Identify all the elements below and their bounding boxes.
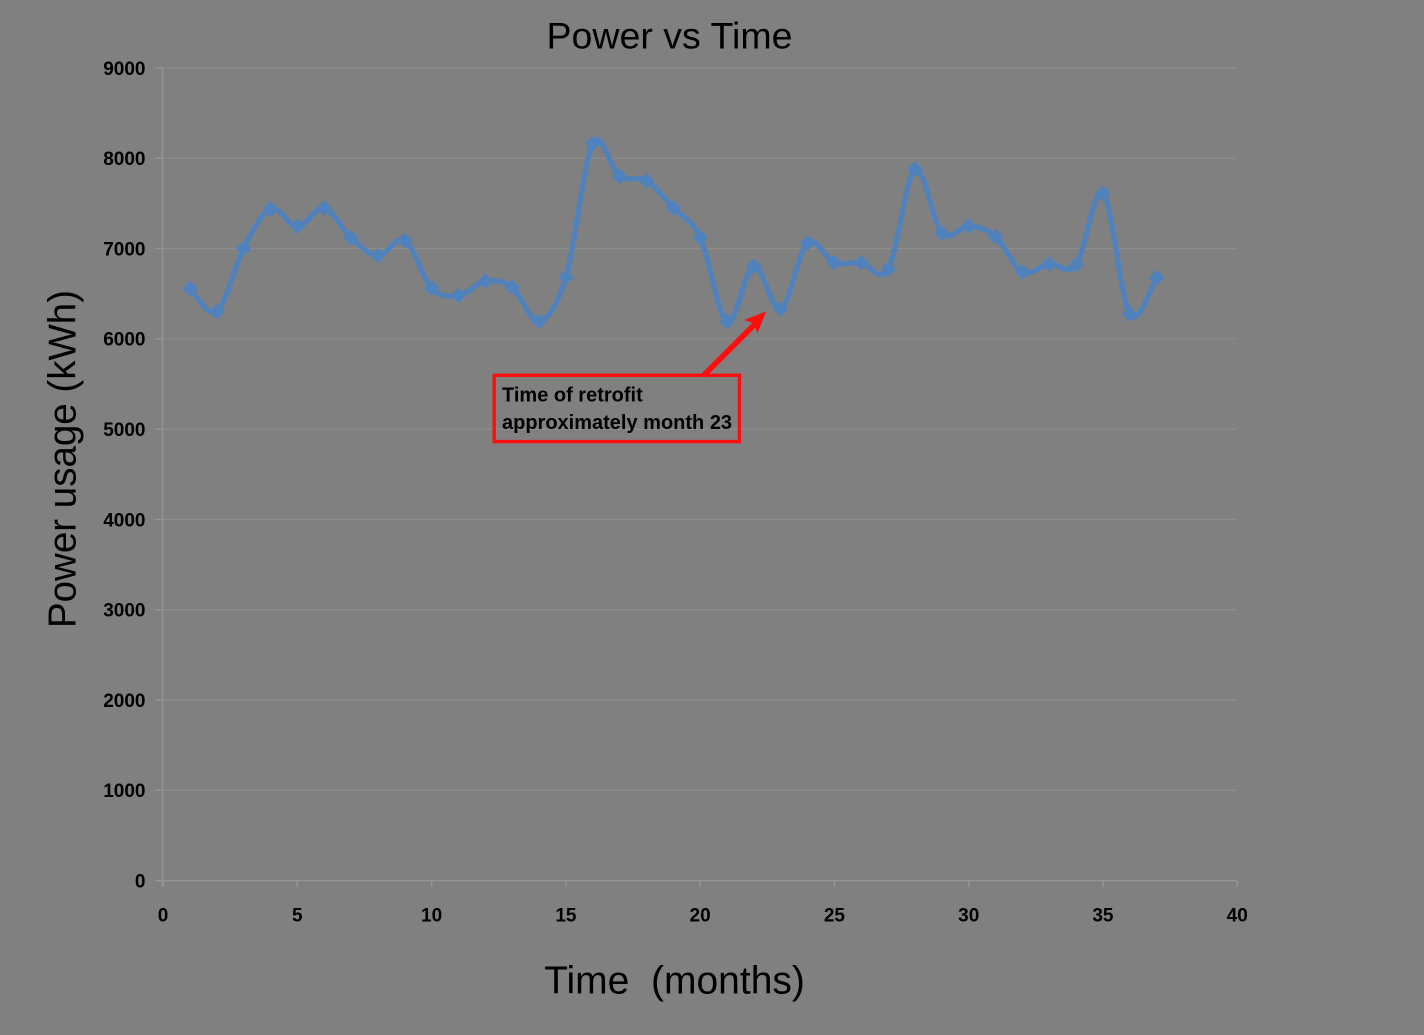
svg-text:25: 25 (824, 905, 846, 926)
svg-text:Power vs Time: Power vs Time (547, 14, 793, 56)
svg-text:35: 35 (1092, 905, 1114, 926)
svg-text:6000: 6000 (103, 330, 145, 351)
svg-text:approximately month 23: approximately month 23 (502, 412, 732, 434)
svg-text:30: 30 (958, 905, 979, 926)
svg-text:8000: 8000 (103, 149, 145, 170)
svg-text:3000: 3000 (103, 601, 145, 622)
svg-text:Time of retrofit: Time of retrofit (502, 385, 643, 407)
svg-text:2000: 2000 (103, 691, 145, 712)
svg-text:Time (months): Time (months) (544, 959, 805, 1002)
svg-text:Power usage (kWh): Power usage (kWh) (42, 290, 85, 628)
svg-text:10: 10 (421, 905, 442, 926)
svg-text:0: 0 (158, 905, 169, 926)
svg-text:4000: 4000 (103, 510, 145, 531)
svg-text:5000: 5000 (103, 420, 145, 441)
svg-text:9000: 9000 (103, 59, 145, 80)
svg-text:7000: 7000 (103, 239, 145, 260)
svg-text:40: 40 (1227, 905, 1248, 926)
svg-text:15: 15 (555, 905, 577, 926)
svg-text:5: 5 (292, 905, 303, 926)
svg-text:20: 20 (690, 905, 711, 926)
svg-text:0: 0 (135, 872, 146, 893)
svg-text:1000: 1000 (103, 781, 145, 802)
